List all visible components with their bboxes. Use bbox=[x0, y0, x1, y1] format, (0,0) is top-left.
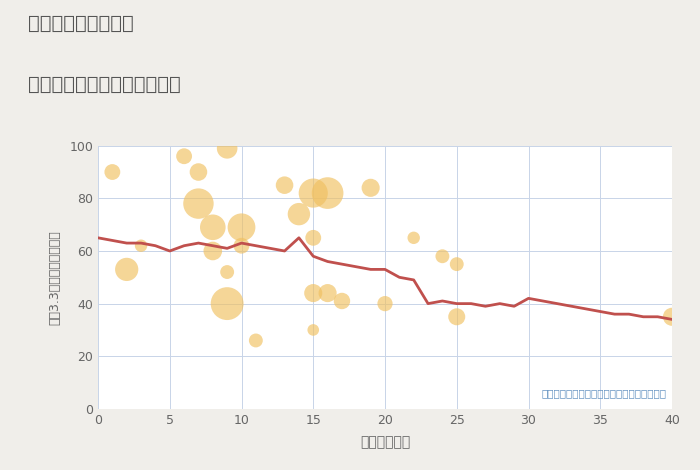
Point bbox=[136, 242, 147, 250]
Point bbox=[121, 266, 132, 273]
Point bbox=[365, 184, 377, 192]
Point bbox=[408, 234, 419, 242]
Point bbox=[222, 145, 233, 152]
Point bbox=[236, 242, 247, 250]
Text: 築年数別中古マンション価格: 築年数別中古マンション価格 bbox=[28, 75, 181, 94]
Point bbox=[193, 200, 204, 207]
Text: 円の大きさは、取引のあった物件面積を示す: 円の大きさは、取引のあった物件面積を示す bbox=[541, 388, 666, 399]
Point bbox=[308, 234, 319, 242]
Point bbox=[452, 260, 463, 268]
Point bbox=[207, 224, 218, 231]
Point bbox=[178, 152, 190, 160]
Point bbox=[207, 247, 218, 255]
Point bbox=[308, 326, 319, 334]
Point bbox=[666, 313, 678, 321]
Point bbox=[308, 290, 319, 297]
Point bbox=[193, 168, 204, 176]
Point bbox=[222, 300, 233, 307]
Point bbox=[379, 300, 391, 307]
Point bbox=[322, 290, 333, 297]
Point bbox=[251, 337, 262, 344]
Point bbox=[308, 189, 319, 197]
Point bbox=[107, 168, 118, 176]
Point bbox=[236, 224, 247, 231]
Point bbox=[452, 313, 463, 321]
Point bbox=[222, 268, 233, 276]
Point bbox=[437, 252, 448, 260]
Point bbox=[337, 297, 348, 305]
Text: 三重県松阪市立田町: 三重県松阪市立田町 bbox=[28, 14, 134, 33]
Y-axis label: 平（3.3㎡）単価（万円）: 平（3.3㎡）単価（万円） bbox=[48, 230, 61, 325]
Point bbox=[322, 189, 333, 197]
X-axis label: 築年数（年）: 築年数（年） bbox=[360, 435, 410, 449]
Point bbox=[293, 211, 304, 218]
Point bbox=[279, 181, 290, 189]
